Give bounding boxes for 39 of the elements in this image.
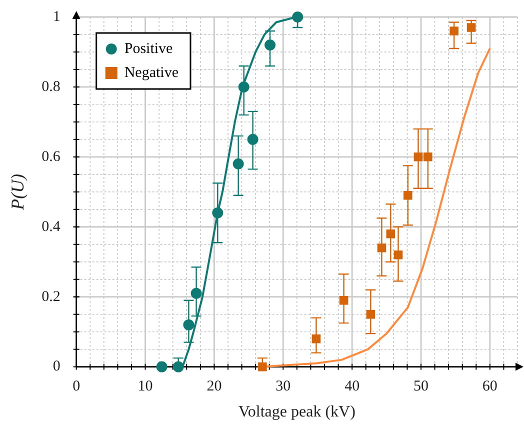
- point: [414, 152, 423, 162]
- y-tick-label: 1: [52, 8, 60, 25]
- point: [377, 243, 386, 252]
- point: [386, 229, 396, 238]
- x-tick-label: 50: [414, 378, 428, 395]
- point: [183, 319, 194, 330]
- point: [156, 361, 168, 372]
- x-tick-label: 10: [138, 378, 153, 395]
- y-tick-label: 0.6: [42, 148, 61, 165]
- point: [450, 26, 458, 36]
- y-tick-label: 0.2: [42, 288, 60, 305]
- y-tick-label: 0.8: [42, 78, 60, 95]
- legend-label: Positive: [124, 40, 174, 57]
- point: [212, 207, 224, 218]
- point: [247, 134, 258, 145]
- point: [172, 361, 184, 372]
- point: [339, 296, 348, 305]
- point: [258, 362, 267, 372]
- x-tick-label: 30: [276, 378, 291, 395]
- point: [238, 81, 250, 92]
- y-axis-title: P(U): [8, 174, 28, 211]
- point: [292, 12, 304, 22]
- point: [366, 310, 376, 319]
- point: [466, 23, 476, 32]
- x-tick-label: 20: [206, 378, 222, 395]
- y-tick-label: 0: [52, 358, 60, 375]
- point: [312, 334, 321, 344]
- x-axis-title: Voltage peak (kV): [238, 404, 356, 421]
- point: [394, 250, 403, 260]
- point: [424, 152, 432, 162]
- point: [264, 39, 276, 50]
- x-tick-label: 60: [482, 378, 498, 395]
- x-tick-label: 0: [72, 378, 80, 395]
- point: [404, 191, 412, 200]
- y-tick-label: 0.4: [42, 218, 61, 235]
- point: [232, 158, 244, 170]
- legend-label: Negative: [124, 64, 179, 81]
- point: [190, 288, 202, 299]
- x-tick-label: 40: [344, 378, 360, 395]
